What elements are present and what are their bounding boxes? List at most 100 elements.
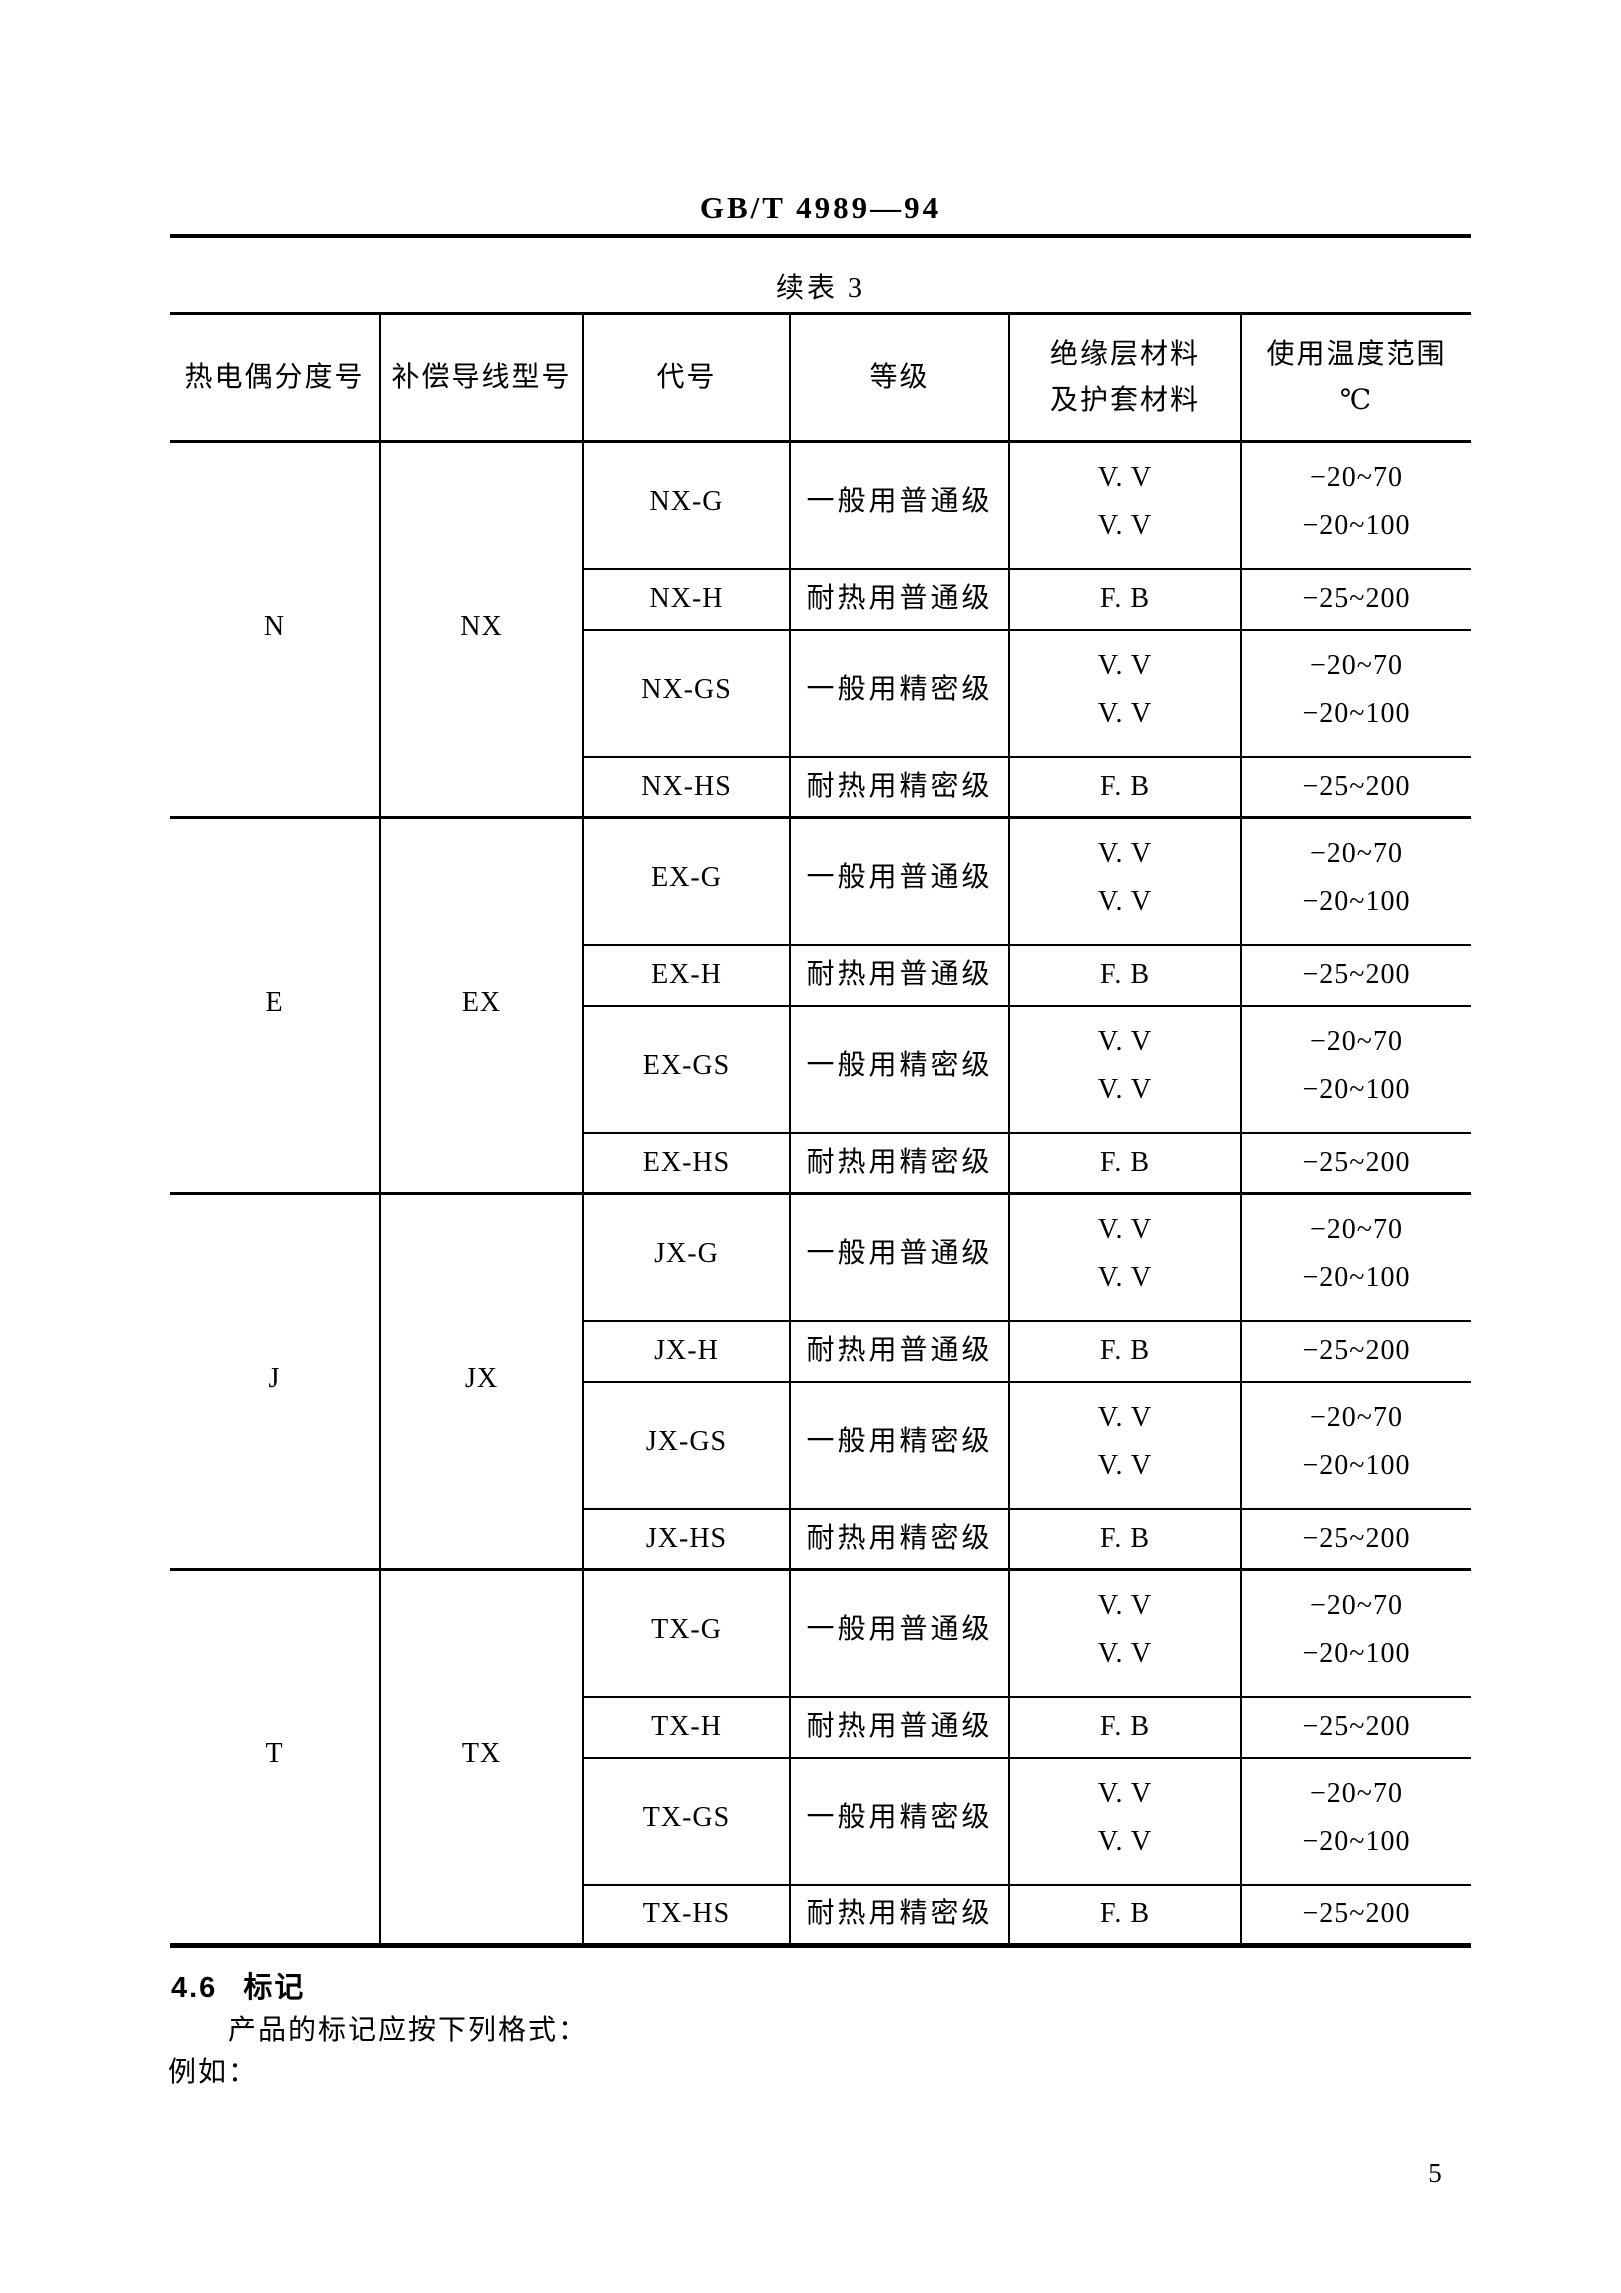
temp-range-cell-line: −25~200: [1302, 1522, 1411, 1554]
temp-range-cell-line: −25~200: [1302, 583, 1411, 614]
materials-cell-line: V. V: [1097, 886, 1153, 918]
code-cell: EX-G: [583, 817, 791, 946]
thermocouple-type-cell: T: [170, 1569, 381, 1947]
table-body: N NX NX-G 一般用普通级 V. V V. V −20~70 −20~100 NX-H 耐热…: [170, 441, 1471, 1947]
grade-cell: 耐热用精密级: [790, 1884, 1010, 1947]
grade-cell: 一般用普通级: [790, 1193, 1010, 1322]
grade-cell: 一般用精密级: [790, 1005, 1010, 1134]
wire-model-cell: NX: [380, 441, 584, 819]
code-cell: JX-GS: [583, 1381, 791, 1510]
code-cell: EX-HS: [583, 1132, 791, 1195]
materials-cell-line: F. B: [1099, 1522, 1150, 1554]
materials-cell-line: V. V: [1097, 838, 1153, 870]
header-label: 代号: [656, 361, 717, 393]
header-temp-range: 使用温度范围 ℃: [1241, 313, 1471, 443]
section-number: 4.6: [171, 1972, 218, 2004]
header-code: 代号: [583, 313, 791, 443]
code-cell: JX-H: [583, 1320, 791, 1383]
temp-range-cell: −25~200: [1241, 1132, 1471, 1195]
temp-range-cell-line: −20~70: [1310, 650, 1403, 681]
section-heading: 4.6 标记: [171, 1964, 305, 2006]
grade-cell: 耐热用精密级: [790, 1132, 1010, 1195]
materials-cell: F. B: [1009, 1696, 1242, 1759]
temp-range-cell: −25~200: [1241, 1320, 1471, 1383]
materials-cell-line: F. B: [1099, 770, 1150, 802]
temp-range-cell: −20~70 −20~100: [1241, 1569, 1471, 1698]
header-insulation-material: 绝缘层材料 及护套材料: [1009, 313, 1242, 443]
temp-range-cell: −20~70 −20~100: [1241, 1757, 1471, 1886]
temp-range-cell-line: −20~70: [1310, 838, 1403, 870]
temp-range-cell: −25~200: [1241, 944, 1471, 1007]
table-row-nx-g: N NX NX-G 一般用普通级 V. V V. V −20~70 −20~100: [170, 441, 1471, 819]
temp-range-cell-line: −20~100: [1302, 1826, 1411, 1857]
header-label: 及护套材料: [1049, 384, 1200, 416]
wire-model-cell: JX: [380, 1193, 584, 1571]
materials-cell-line: V. V: [1097, 698, 1153, 729]
temp-range-cell-line: −25~200: [1302, 959, 1411, 990]
materials-cell-line: F. B: [1099, 583, 1150, 614]
grade-cell: 一般用普通级: [790, 817, 1010, 946]
table-row-ex-h: EX-H 耐热用普通级 F. B −25~200: [170, 944, 1471, 1007]
materials-cell: F. B: [1009, 944, 1242, 1007]
header-grade: 等级: [790, 313, 1010, 443]
table-row-jx-gs: JX-GS 一般用精密级 V. V V. V −20~70 −20~100: [170, 1381, 1471, 1510]
table-row-nx-gs: NX-GS 一般用精密级 V. V V. V −20~70 −20~100: [170, 629, 1471, 758]
table-row-jx-h: JX-H 耐热用普通级 F. B −25~200: [170, 1320, 1471, 1383]
header-label: 使用温度范围: [1266, 338, 1447, 370]
temp-range-cell: −20~70 −20~100: [1241, 1005, 1471, 1134]
temp-range-cell-line: −20~70: [1310, 1778, 1403, 1809]
header-label: 绝缘层材料: [1049, 338, 1200, 370]
table-row-tx-hs: TX-HS 耐热用精密级 F. B −25~200: [170, 1884, 1471, 1947]
wire-model-cell: TX: [380, 1569, 584, 1947]
page-number: 5: [1428, 2158, 1442, 2188]
temp-range-cell: −25~200: [1241, 1884, 1471, 1947]
table-row-ex-g: E EX EX-G 一般用普通级 V. V V. V −20~70 −20~100: [170, 817, 1471, 1195]
temp-range-cell: −20~70 −20~100: [1241, 1381, 1471, 1510]
materials-cell-line: V. V: [1097, 1638, 1153, 1670]
code-cell: NX-H: [583, 568, 791, 631]
code-cell: TX-GS: [583, 1757, 791, 1886]
materials-cell: V. V V. V: [1009, 629, 1242, 758]
grade-cell: 一般用普通级: [790, 441, 1010, 570]
grade-cell: 一般用精密级: [790, 629, 1010, 758]
materials-cell: V. V V. V: [1009, 441, 1242, 570]
temp-range-cell-line: −25~200: [1302, 770, 1411, 802]
table-caption: 续表 3: [775, 273, 865, 304]
materials-cell-line: V. V: [1097, 1450, 1153, 1481]
materials-cell-line: V. V: [1097, 1402, 1153, 1433]
temp-range-cell: −20~70 −20~100: [1241, 817, 1471, 946]
grade-cell: 耐热用精密级: [790, 756, 1010, 819]
code-cell: NX-HS: [583, 756, 791, 819]
grade-cell: 耐热用精密级: [790, 1508, 1010, 1571]
materials-cell-line: V. V: [1097, 1826, 1153, 1857]
code-cell: EX-H: [583, 944, 791, 1007]
materials-cell-line: F. B: [1099, 1898, 1150, 1930]
materials-cell-line: V. V: [1097, 650, 1153, 681]
materials-cell-line: V. V: [1097, 1074, 1153, 1105]
materials-cell: F. B: [1009, 1884, 1242, 1947]
code-cell: NX-GS: [583, 629, 791, 758]
thermocouple-type-cell: N: [170, 441, 381, 819]
table-row-ex-gs: EX-GS 一般用精密级 V. V V. V −20~70 −20~100: [170, 1005, 1471, 1134]
table-row-tx-gs: TX-GS 一般用精密级 V. V V. V −20~70 −20~100: [170, 1757, 1471, 1886]
table-row-jx-hs: JX-HS 耐热用精密级 F. B −25~200: [170, 1508, 1471, 1571]
header-wire-model: 补偿导线型号: [380, 313, 584, 443]
temp-range-cell-line: −25~200: [1302, 1711, 1411, 1742]
doc-code: GB/T 4989—94: [699, 190, 942, 225]
temp-range-cell-line: −25~200: [1302, 1146, 1411, 1178]
table-row-tx-h: TX-H 耐热用普通级 F. B −25~200: [170, 1696, 1471, 1759]
temp-range-cell-line: −25~200: [1302, 1335, 1411, 1366]
grade-cell: 一般用精密级: [790, 1381, 1010, 1510]
temp-range-cell-line: −20~70: [1310, 1214, 1403, 1246]
code-cell: JX-G: [583, 1193, 791, 1322]
grade-cell: 一般用精密级: [790, 1757, 1010, 1886]
header-label: 热电偶分度号: [184, 361, 365, 393]
grade-cell: 耐热用普通级: [790, 568, 1010, 631]
temp-range-cell: −25~200: [1241, 756, 1471, 819]
materials-cell-line: V. V: [1097, 462, 1153, 494]
header-label: 等级: [869, 361, 930, 393]
temp-range-cell: −25~200: [1241, 1508, 1471, 1571]
materials-cell-line: V. V: [1097, 1778, 1153, 1809]
table-row-nx-h: NX-H 耐热用普通级 F. B −25~200: [170, 568, 1471, 631]
